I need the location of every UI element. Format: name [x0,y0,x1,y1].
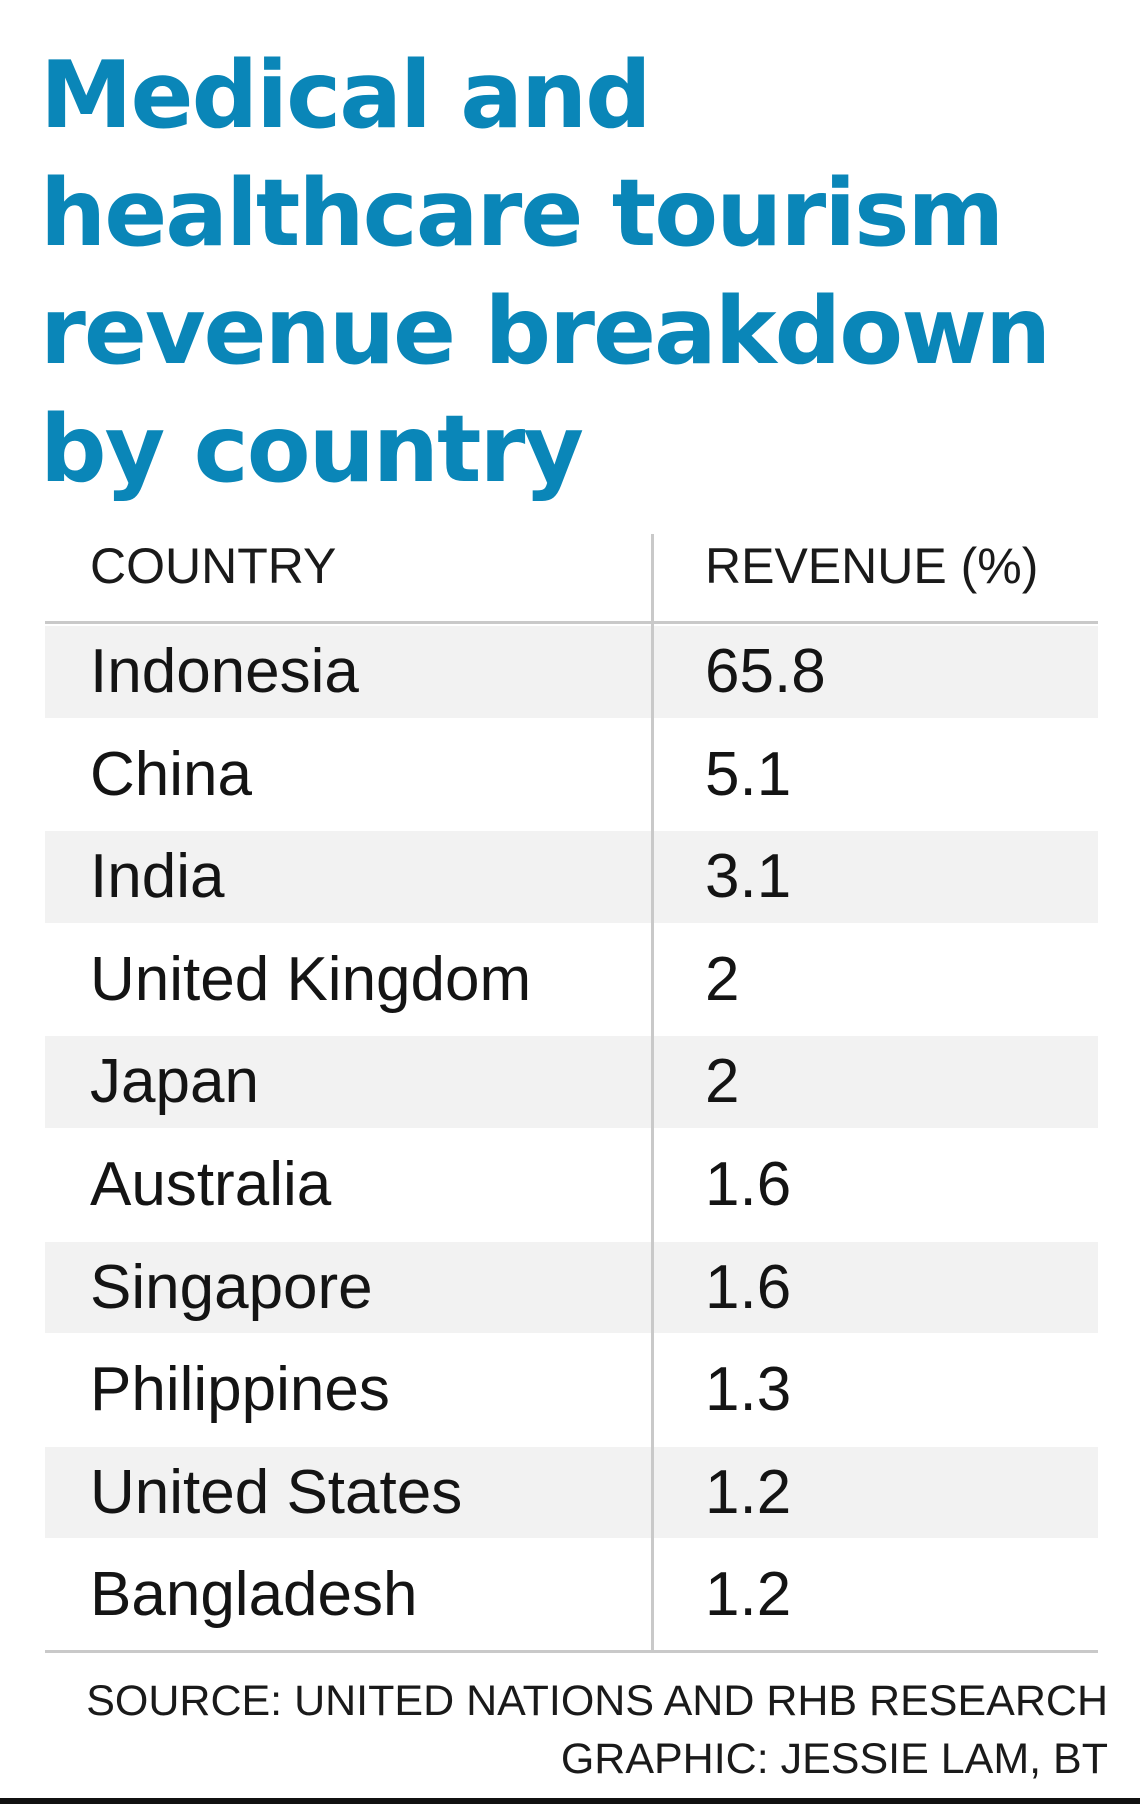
source-note: SOURCE: UNITED NATIONS AND RHB RESEARCH [86,1677,1108,1725]
row-shading [45,1036,1098,1128]
country-cell: Bangladesh [90,1560,418,1630]
country-cell: India [90,842,225,912]
revenue-table: COUNTRY REVENUE (%) Indonesia 65.8 China 5.… [45,534,1098,1650]
graphic-credit: GRAPHIC: JESSIE LAM, BT [560,1735,1108,1783]
country-cell: Philippines [90,1355,390,1425]
table-row: Bangladesh 1.2 [45,1547,1098,1650]
table-row: Indonesia 65.8 [45,624,1098,727]
bottom-border [0,1798,1140,1804]
row-shading [45,626,1098,718]
revenue-cell: 1.6 [705,1149,792,1219]
revenue-cell: 1.2 [705,1457,792,1527]
country-cell: China [90,739,252,809]
table-header-row: COUNTRY REVENUE (%) [45,534,1098,624]
table-row: China 5.1 [45,727,1098,830]
revenue-cell: 65.8 [705,637,826,706]
column-divider [651,534,654,1650]
country-cell: United Kingdom [90,944,532,1014]
chart-title: Medical and healthcare tourism revenue b… [40,41,1051,503]
revenue-cell: 1.3 [705,1355,792,1425]
country-cell: Indonesia [90,637,359,706]
country-cell: Japan [90,1047,259,1117]
table-row: Philippines 1.3 [45,1342,1098,1445]
revenue-cell: 2 [705,1047,740,1117]
table-row: Singapore 1.6 [45,1240,1098,1343]
country-cell: Australia [90,1149,332,1219]
row-shading [45,1241,1098,1334]
revenue-cell: 1.6 [705,1252,792,1322]
revenue-cell: 2 [705,944,740,1014]
table-row: Australia 1.6 [45,1137,1098,1240]
country-column-header: COUNTRY [90,538,337,594]
revenue-cell: 5.1 [705,739,792,809]
country-cell: United States [90,1457,463,1527]
table-row: India 3.1 [45,829,1098,932]
row-shading [45,1446,1098,1539]
row-shading [45,831,1098,923]
revenue-column-header: REVENUE (%) [705,538,1039,594]
bottom-rule [45,1650,1098,1653]
table-row: United Kingdom 2 [45,932,1098,1035]
table-row: United States 1.2 [45,1445,1098,1548]
table-body: Indonesia 65.8 China 5.1 India 3.1 United King… [45,624,1098,1650]
revenue-cell: 1.2 [705,1560,792,1630]
country-cell: Singapore [90,1252,373,1322]
revenue-cell: 3.1 [705,842,792,912]
table-row: Japan 2 [45,1034,1098,1137]
